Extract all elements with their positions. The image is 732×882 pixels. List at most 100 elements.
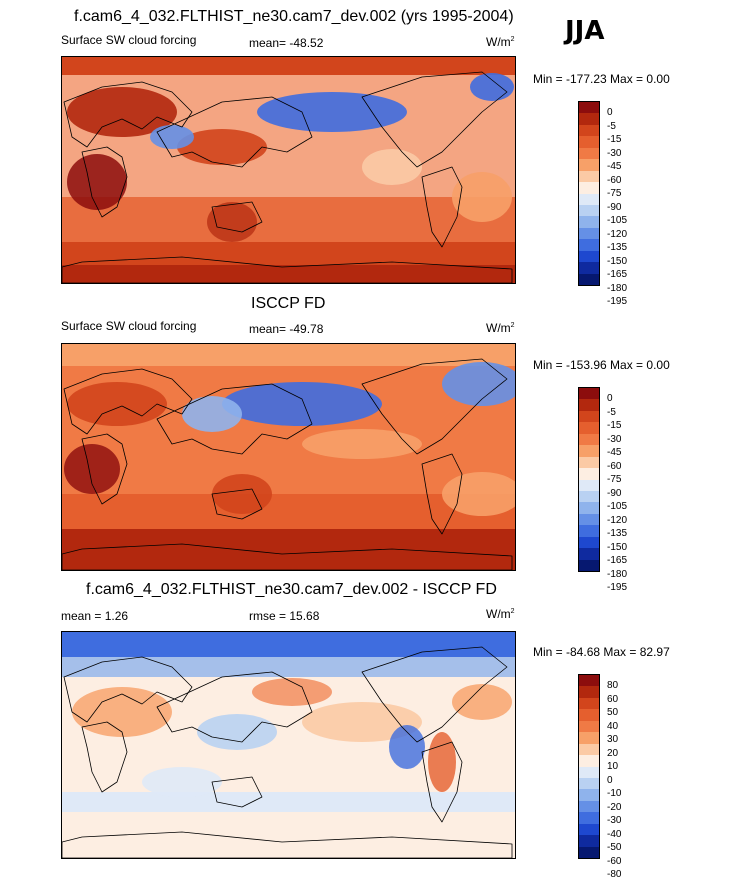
colorbar-tick-label: 50 — [607, 707, 619, 718]
panel2-colorbar — [578, 387, 600, 572]
colorbar-tick-label: -20 — [607, 801, 622, 813]
panel1-units: W/m2 — [486, 35, 515, 49]
colorbar-tick-label: 10 — [607, 761, 619, 772]
panel3-units: W/m2 — [486, 607, 515, 621]
colorbar-tick-label: -30 — [607, 815, 622, 826]
colorbar-swatch — [579, 399, 599, 411]
colorbar-tick-label: 30 — [607, 734, 619, 745]
colorbar-tick-label: -5 — [607, 406, 616, 418]
colorbar-tick-label: -90 — [607, 201, 622, 213]
colorbar-swatch — [579, 433, 599, 446]
colorbar-tick-label: -40 — [607, 828, 622, 840]
panel2-title: ISCCP FD — [251, 295, 326, 312]
colorbar-tick-label: 0 — [607, 107, 613, 118]
colorbar-tick-label: 80 — [607, 680, 619, 691]
colorbar-tick-label: -165 — [607, 555, 628, 566]
colorbar-tick-label: -195 — [607, 582, 628, 593]
panel1-title: f.cam6_4_032.FLTHIST_ne30.cam7_dev.002 (… — [74, 8, 514, 25]
colorbar-tick-label: -75 — [607, 474, 622, 485]
colorbar-swatch — [579, 468, 599, 480]
colorbar-swatch — [579, 525, 599, 537]
panel2-map — [61, 343, 516, 571]
colorbar-swatch — [579, 755, 599, 767]
colorbar-swatch — [579, 823, 599, 836]
colorbar-swatch — [579, 812, 599, 824]
colorbar-tick-label: -80 — [607, 869, 622, 880]
colorbar-tick-label: 0 — [607, 774, 613, 786]
panel1-minmax: Min = -177.23 Max = 0.00 — [533, 72, 670, 86]
colorbar-swatch — [579, 559, 599, 571]
colorbar-swatch — [579, 422, 599, 434]
panel2-units: W/m2 — [486, 321, 515, 335]
colorbar-swatch — [579, 686, 599, 698]
colorbar-tick-label: -120 — [607, 514, 628, 526]
colorbar-tick-label: -45 — [607, 447, 622, 458]
colorbar-tick-label: -45 — [607, 161, 622, 172]
colorbar-tick-label: 60 — [607, 693, 619, 705]
colorbar-swatch — [579, 536, 599, 549]
colorbar-tick-label: -15 — [607, 420, 622, 431]
colorbar-swatch — [579, 273, 599, 285]
season-label: JJA — [565, 16, 605, 46]
panel1-mean: mean= -48.52 — [249, 36, 324, 50]
colorbar-tick-label: -60 — [607, 460, 622, 472]
colorbar-tick-label: -5 — [607, 120, 616, 132]
panel1-colorbar — [578, 101, 600, 286]
colorbar-tick-label: -10 — [607, 788, 622, 799]
colorbar-swatch — [579, 250, 599, 263]
colorbar-swatch — [579, 182, 599, 194]
panel1-variable: Surface SW cloud forcing — [61, 33, 197, 47]
colorbar-swatch — [579, 513, 599, 526]
colorbar-swatch — [579, 216, 599, 228]
colorbar-swatch — [579, 262, 599, 274]
world-map-field — [62, 57, 515, 283]
colorbar-swatch — [579, 548, 599, 560]
colorbar-tick-label: 20 — [607, 747, 619, 759]
colorbar-swatch — [579, 410, 599, 423]
panel2-minmax: Min = -153.96 Max = 0.00 — [533, 358, 670, 372]
panel3-title: f.cam6_4_032.FLTHIST_ne30.cam7_dev.002 -… — [86, 581, 497, 598]
world-map-field — [62, 344, 515, 570]
colorbar-swatch — [579, 846, 599, 858]
panel2-mean: mean= -49.78 — [249, 322, 324, 336]
colorbar-swatch — [579, 124, 599, 137]
colorbar-tick-label: -60 — [607, 174, 622, 186]
panel2-variable: Surface SW cloud forcing — [61, 319, 197, 333]
colorbar-swatch — [579, 835, 599, 847]
colorbar-swatch — [579, 675, 599, 687]
colorbar-swatch — [579, 170, 599, 183]
panel1-map — [61, 56, 516, 284]
colorbar-tick-label: -90 — [607, 487, 622, 499]
colorbar-tick-label: -30 — [607, 147, 622, 159]
colorbar-tick-label: -180 — [607, 282, 628, 294]
colorbar-tick-label: -105 — [607, 215, 628, 226]
colorbar-tick-label: -195 — [607, 296, 628, 307]
panel3-colorbar — [578, 674, 600, 859]
colorbar-swatch — [579, 732, 599, 744]
colorbar-tick-label: -30 — [607, 433, 622, 445]
panel2-colorbar-labels: 0 -5 -15 -30 -45 -60 -75 -90 -105 -120 -135 -150 -16… — [607, 392, 627, 595]
panel3-colorbar-labels: 80 60 50 40 30 20 10 0 -10 -20 -30 -40 -50 -60 -80 — [607, 679, 621, 882]
colorbar-swatch — [579, 204, 599, 217]
colorbar-tick-label: -15 — [607, 134, 622, 145]
colorbar-swatch — [579, 445, 599, 457]
world-map-field — [62, 632, 515, 858]
colorbar-swatch — [579, 502, 599, 514]
panel3-mean: mean = 1.26 — [61, 609, 129, 623]
colorbar-tick-label: -165 — [607, 269, 628, 280]
colorbar-swatch — [579, 102, 599, 114]
panel1-colorbar-labels: 0 -5 -15 -30 -45 -60 -75 -90 -105 -120 -135 -150 -16… — [607, 106, 627, 309]
colorbar-swatch — [579, 147, 599, 160]
colorbar-swatch — [579, 743, 599, 756]
panel3-map — [61, 631, 516, 859]
colorbar-swatch — [579, 193, 599, 205]
colorbar-swatch — [579, 766, 599, 778]
colorbar-tick-label: -120 — [607, 228, 628, 240]
colorbar-tick-label: -135 — [607, 528, 628, 539]
colorbar-swatch — [579, 479, 599, 491]
colorbar-swatch — [579, 456, 599, 469]
colorbar-swatch — [579, 720, 599, 733]
colorbar-swatch — [579, 239, 599, 251]
colorbar-tick-label: -75 — [607, 188, 622, 199]
colorbar-swatch — [579, 136, 599, 148]
